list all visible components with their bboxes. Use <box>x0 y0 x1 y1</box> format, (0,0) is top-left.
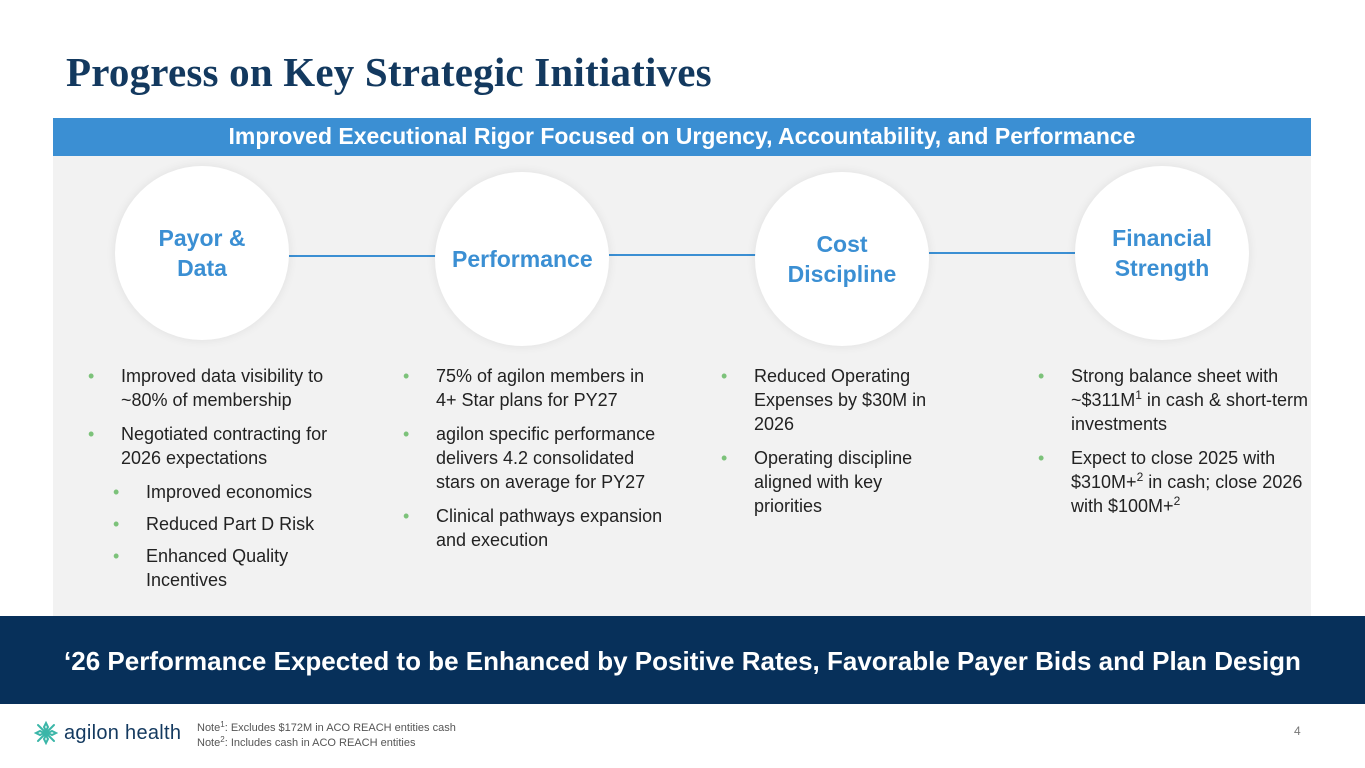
pillar-title-financial-strength: Financial Strength <box>1112 225 1212 281</box>
bullet-text: in cash; close 2026 with $100M+ <box>1071 472 1303 516</box>
bullet-item: Strong balance sheet with ~$311M1 in cas… <box>1038 364 1308 436</box>
pillar-circle-cost-discipline: Cost Discipline <box>755 172 929 346</box>
page-title: Progress on Key Strategic Initiatives <box>66 49 712 95</box>
bullet-text: Expect to close 2025 with $310M+ <box>1071 448 1276 492</box>
pillar-title-performance: Performance <box>452 246 593 272</box>
footnote-label: Note <box>197 737 221 749</box>
footnote-ref: 1 <box>1135 388 1142 402</box>
footnotes: Note1: Excludes $172M in ACO REACH entit… <box>197 721 456 751</box>
bullet-text: in cash & short-term investments <box>1071 390 1308 434</box>
bullet-item: agilon specific performance delivers 4.2… <box>403 422 663 494</box>
financial-strength-bullets: Strong balance sheet with ~$311M1 in cas… <box>1038 364 1308 528</box>
sub-bullet-item: Enhanced Quality Incentives <box>88 544 348 592</box>
payor-data-bullets: Improved data visibility to ~80% of memb… <box>88 364 348 600</box>
agilon-health-logo: agilon health <box>34 721 181 745</box>
page-number: 4 <box>1294 724 1301 738</box>
bullet-text: Strong balance sheet with ~$311M <box>1071 366 1279 410</box>
pillar-title-cost-discipline: Cost Discipline <box>787 231 897 287</box>
sub-bullet-item: Reduced Part D Risk <box>88 512 348 536</box>
bullet-item: 75% of agilon members in 4+ Star plans f… <box>403 364 663 412</box>
footnote-text: : Includes cash in ACO REACH entities <box>224 737 416 749</box>
conclusion-banner: ‘26 Performance Expected to be Enhanced … <box>0 616 1365 704</box>
cost-discipline-bullets: Reduced Operating Expenses by $30M in 20… <box>721 364 946 528</box>
pillar-circle-financial-strength: Financial Strength <box>1075 166 1249 340</box>
bullet-item: Negotiated contracting for 2026 expectat… <box>88 422 348 470</box>
footnote-1: Note1: Excludes $172M in ACO REACH entit… <box>197 721 456 736</box>
bullet-item: Improved data visibility to ~80% of memb… <box>88 364 348 412</box>
pillar-circle-performance: Performance <box>435 172 609 346</box>
footnote-number: 2 <box>220 735 225 744</box>
pillar-circle-payor-data: Payor & Data <box>115 166 289 340</box>
bullet-item: Clinical pathways expansion and executio… <box>403 504 663 552</box>
footnote-2: Note2: Includes cash in ACO REACH entiti… <box>197 736 456 751</box>
logo-text: agilon health <box>64 721 182 744</box>
connector-line-3 <box>929 252 1077 254</box>
connector-line-1 <box>289 255 437 257</box>
footnote-number: 1 <box>220 720 225 729</box>
footnote-text: : Excludes $172M in ACO REACH entities c… <box>224 722 456 734</box>
agilon-health-logo-icon <box>34 721 58 745</box>
performance-bullets: 75% of agilon members in 4+ Star plans f… <box>403 364 663 562</box>
subtitle-banner: Improved Executional Rigor Focused on Ur… <box>53 118 1311 156</box>
connector-line-2 <box>609 254 757 256</box>
bullet-item: Operating discipline aligned with key pr… <box>721 446 946 518</box>
bullet-item: Expect to close 2025 with $310M+2 in cas… <box>1038 446 1308 518</box>
footnote-ref: 2 <box>1173 494 1181 508</box>
footnote-ref: 2 <box>1136 470 1144 484</box>
footnote-label: Note <box>197 722 221 734</box>
pillar-title-payor-data: Payor & Data <box>158 225 246 281</box>
bullet-item: Reduced Operating Expenses by $30M in 20… <box>721 364 946 436</box>
sub-bullet-item: Improved economics <box>88 480 348 504</box>
